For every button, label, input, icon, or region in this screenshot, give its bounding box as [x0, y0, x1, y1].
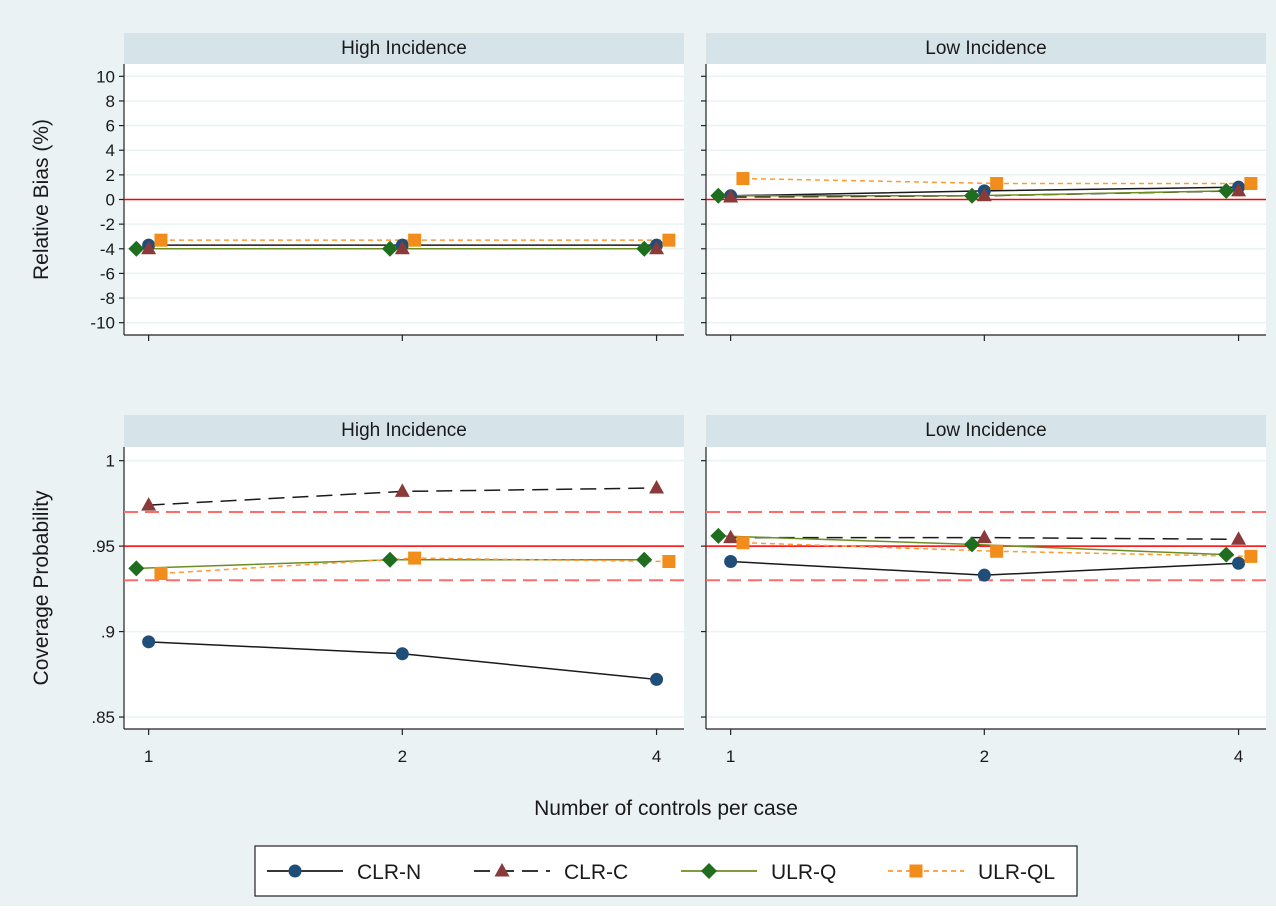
panel-title: Low Incidence	[925, 38, 1046, 59]
y-tick-label: 6	[106, 117, 115, 136]
y-tick-label: -10	[90, 314, 115, 333]
point-clr-n	[650, 672, 664, 686]
point-ulr-q	[382, 551, 398, 568]
y-tick-label: 2	[106, 166, 115, 185]
point-ulr-q	[710, 187, 727, 204]
point-clr-c	[1231, 182, 1247, 197]
point-ulr-q	[636, 551, 653, 568]
x-tick-label: 2	[398, 747, 407, 766]
y-tick-label: 1	[106, 452, 115, 471]
point-ulr-ql	[1244, 176, 1258, 190]
panel-strip	[706, 33, 1266, 64]
point-clr-c	[1231, 531, 1247, 545]
plot-area	[706, 447, 1266, 729]
panel-strip	[124, 33, 684, 64]
legend: CLR-N CLR-C ULR-Q ULR-QL	[254, 845, 1078, 897]
panel-top-right: Low Incidence	[701, 33, 1266, 341]
point-ulr-q	[1218, 182, 1235, 199]
legend-marker	[288, 864, 302, 878]
y-tick-label: -2	[100, 215, 115, 234]
y-tick-label: 4	[106, 141, 115, 160]
legend-label: ULR-QL	[978, 861, 1055, 884]
panel-group: High Incidence -10 -8 -6 -4 -2 0 2 4 6 8 10 Relative…	[30, 33, 1266, 766]
point-ulr-ql	[408, 551, 422, 565]
y-tick-label: 8	[106, 92, 115, 111]
point-ulr-q	[636, 240, 653, 257]
panel-strip	[124, 415, 684, 447]
x-axis-title: Number of controls per case	[534, 797, 798, 820]
y-axis-title: Relative Bias (%)	[30, 119, 53, 280]
x-tick-label: 4	[1234, 747, 1243, 766]
legend-box	[254, 845, 1078, 897]
point-ulr-ql	[1244, 549, 1258, 563]
y-tick-label: .95	[91, 537, 115, 556]
x-tick-label: 4	[652, 747, 661, 766]
panel-title: High Incidence	[341, 38, 467, 59]
point-ulr-ql	[154, 233, 168, 247]
legend-label: ULR-Q	[771, 861, 836, 884]
point-ulr-q	[964, 187, 980, 204]
point-clr-c	[723, 189, 739, 203]
point-ulr-ql	[736, 172, 750, 186]
point-clr-c	[976, 529, 992, 544]
point-ulr-ql	[662, 555, 676, 569]
point-ulr-ql	[154, 566, 168, 580]
legend-label: CLR-N	[357, 861, 421, 884]
point-ulr-ql	[662, 233, 676, 247]
y-tick-label: .85	[91, 708, 115, 727]
point-clr-c	[394, 483, 410, 497]
point-clr-c	[141, 497, 157, 511]
point-clr-n	[1232, 556, 1246, 570]
point-ulr-q	[128, 560, 145, 577]
panel-bottom-left: High Incidence .85 .9 .95 1 1 2 4 Coverage Proba…	[30, 415, 684, 766]
point-clr-c	[394, 240, 410, 255]
point-clr-c	[649, 480, 665, 494]
point-ulr-q	[1218, 546, 1235, 563]
point-ulr-q	[710, 527, 727, 544]
panel-title: High Incidence	[341, 420, 467, 441]
point-clr-c	[976, 187, 992, 202]
point-clr-n	[395, 647, 409, 661]
y-tick-label: 0	[106, 191, 115, 210]
point-ulr-q	[964, 536, 980, 553]
point-ulr-q	[128, 240, 145, 257]
legend-marker	[701, 863, 717, 879]
panel-title: Low Incidence	[925, 420, 1046, 441]
legend-marker	[494, 863, 510, 877]
y-tick-label: -8	[100, 289, 115, 308]
panel-strip	[706, 415, 1266, 447]
point-clr-n	[977, 568, 991, 582]
point-ulr-ql	[990, 544, 1004, 558]
point-clr-n	[724, 555, 738, 569]
point-clr-c	[141, 240, 157, 255]
legend-marker	[909, 864, 923, 878]
y-axis-title: Coverage Probability	[30, 490, 53, 685]
point-ulr-q	[382, 240, 398, 257]
y-tick-label: -4	[100, 240, 115, 259]
point-clr-c	[649, 240, 665, 255]
panel-bottom-right: Low Incidence 1 2 4	[701, 415, 1266, 766]
x-tick-label: 1	[726, 747, 735, 766]
y-tick-label: 10	[96, 67, 115, 86]
legend-label: CLR-C	[564, 861, 628, 884]
point-ulr-ql	[990, 176, 1004, 190]
point-ulr-ql	[736, 536, 750, 550]
panel-top-left: High Incidence -10 -8 -6 -4 -2 0 2 4 6 8 10 Relative…	[30, 33, 684, 341]
x-tick-label: 2	[980, 747, 989, 766]
x-tick-label: 1	[144, 747, 153, 766]
y-tick-label: -6	[100, 264, 115, 283]
point-ulr-ql	[408, 233, 422, 247]
point-clr-c	[723, 529, 739, 544]
point-clr-n	[142, 635, 156, 649]
y-tick-label: .9	[101, 623, 115, 642]
